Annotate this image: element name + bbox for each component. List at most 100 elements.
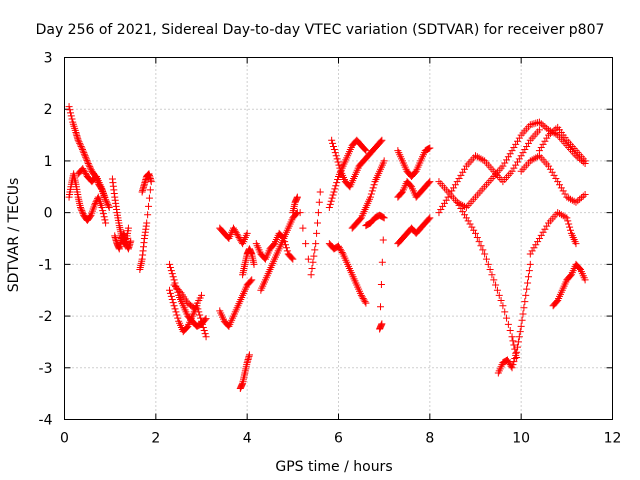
data-point [170, 302, 178, 310]
data-point [315, 198, 323, 206]
data-point [461, 211, 469, 219]
data-point [302, 240, 310, 248]
data-point [198, 320, 206, 328]
data-point [521, 146, 529, 154]
data-point [468, 223, 476, 231]
data-point [503, 356, 511, 364]
data-point [329, 142, 337, 150]
data-point [426, 178, 434, 186]
data-point [552, 175, 560, 183]
data-point [543, 222, 551, 230]
series-track-12 [236, 351, 253, 392]
data-point [514, 137, 522, 145]
data-point [550, 171, 558, 179]
data-point [84, 158, 92, 166]
data-point [512, 140, 520, 148]
data-point [559, 212, 567, 220]
data-point [76, 141, 84, 149]
data-point [377, 281, 385, 289]
data-point [411, 168, 419, 176]
data-point [102, 219, 110, 227]
data-point [377, 303, 385, 311]
data-point [146, 186, 154, 194]
data-point [328, 194, 336, 202]
data-point [169, 273, 177, 281]
data-point [247, 277, 255, 285]
y-tick-label: 0 [44, 206, 53, 222]
data-point [77, 205, 85, 213]
data-point [530, 155, 538, 163]
data-point [82, 169, 90, 177]
data-point [472, 229, 479, 237]
data-point [329, 191, 337, 199]
data-point [326, 200, 334, 208]
data-point [522, 291, 530, 299]
data-point [518, 316, 526, 324]
data-point [526, 157, 534, 165]
data-point [515, 333, 523, 341]
series-track-14 [252, 229, 297, 263]
data-point [332, 152, 340, 160]
data-point [65, 103, 73, 111]
x-tick-label: 2 [151, 431, 160, 447]
data-point [499, 302, 507, 310]
data-point [475, 154, 483, 162]
data-point [310, 252, 318, 260]
data-point [503, 314, 511, 322]
data-point [243, 229, 251, 237]
data-point [510, 164, 518, 172]
data-point [535, 118, 543, 126]
data-point [76, 139, 84, 147]
data-point [176, 287, 184, 295]
data-point [98, 203, 106, 211]
series-track-11 [216, 276, 256, 330]
data-point [466, 220, 474, 228]
data-point [576, 195, 584, 203]
series-track-23 [394, 178, 434, 201]
data-point [442, 196, 450, 204]
data-point [229, 224, 237, 232]
data-point [81, 152, 89, 160]
data-point [501, 308, 509, 316]
data-point [250, 260, 258, 268]
data-point [552, 125, 560, 133]
data-point [362, 299, 370, 307]
data-point [78, 146, 86, 154]
data-point [570, 197, 578, 205]
data-point [147, 178, 155, 186]
data-point [451, 181, 459, 189]
data-point [66, 106, 74, 114]
data-point [504, 320, 512, 328]
data-point [507, 362, 515, 370]
data-point [168, 296, 176, 304]
data-point [524, 273, 532, 281]
data-point [311, 246, 319, 254]
data-point [330, 188, 338, 196]
data-point [358, 293, 366, 301]
data-point [78, 144, 86, 152]
data-point [195, 308, 203, 316]
data-point [528, 120, 536, 128]
data-point [316, 188, 324, 196]
data-point [426, 214, 434, 222]
data-point [581, 276, 589, 284]
data-point [369, 184, 377, 192]
series-track-29 [526, 209, 580, 258]
data-point [378, 258, 386, 266]
data-point [202, 315, 210, 323]
data-point [543, 124, 551, 132]
x-tick-label: 10 [512, 431, 530, 447]
data-point [425, 145, 433, 153]
series-track-06 [136, 170, 155, 274]
data-point [554, 209, 562, 217]
series-track-02 [65, 170, 110, 227]
data-point [566, 226, 574, 234]
data-point [479, 246, 487, 254]
x-tick-label: 12 [604, 431, 622, 447]
data-point [524, 279, 532, 287]
data-point [532, 241, 540, 249]
data-point [289, 255, 297, 263]
data-point [453, 178, 461, 186]
series-track-25 [435, 126, 543, 217]
